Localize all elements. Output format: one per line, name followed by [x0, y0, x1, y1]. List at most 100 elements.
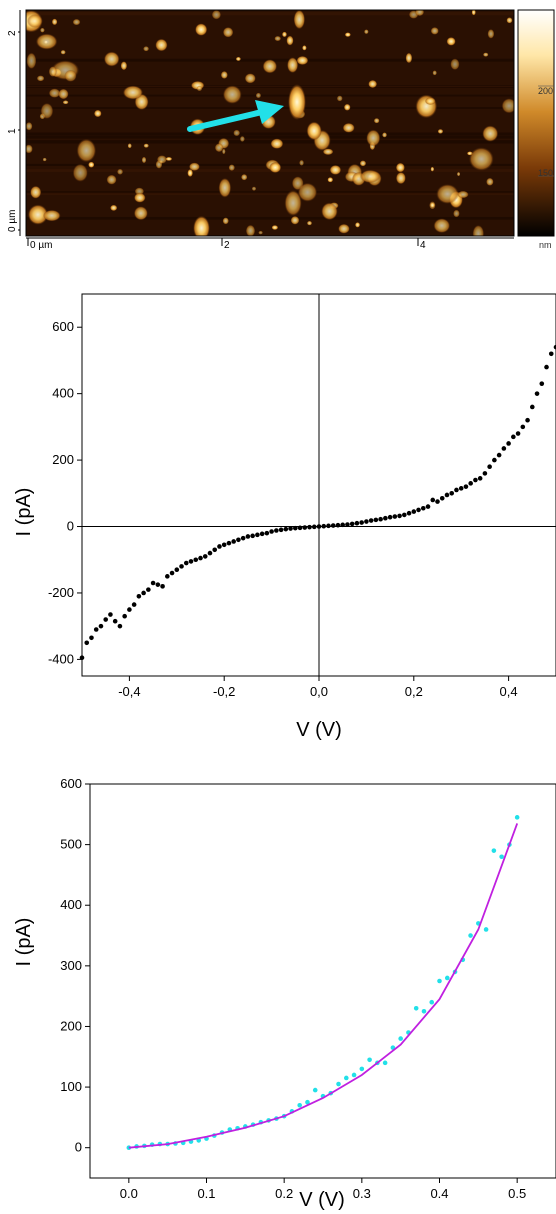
iv-full-point: [397, 513, 402, 519]
iv-fit-point: [312, 1087, 318, 1093]
iv-fit-y-tick-label: 500: [60, 837, 82, 852]
afm-particle: [306, 121, 322, 141]
afm-particle: [430, 27, 439, 35]
iv-full-point: [468, 481, 473, 486]
iv-full-y-tick-label: 400: [52, 386, 74, 401]
afm-particle: [143, 143, 149, 148]
afm-particle: [245, 224, 256, 236]
iv-fit-point: [413, 1005, 419, 1011]
afm-topography-panel: 0 µm 1 2 0 µm 2 4 200 150 nm: [7, 9, 555, 251]
afm-particle: [299, 159, 304, 166]
iv-full-point: [79, 655, 85, 661]
afm-particle: [433, 218, 451, 234]
iv-full-point: [207, 550, 213, 556]
iv-full-point: [368, 518, 374, 523]
afm-particle: [48, 66, 57, 77]
iv-full-point: [150, 580, 156, 586]
iv-full-y-tick-label: 0: [67, 519, 74, 534]
iv-full-point: [454, 487, 459, 493]
afm-scanline: [26, 85, 514, 88]
iv-full-point: [212, 547, 218, 553]
iv-fit-x-tick-label: 0.0: [120, 1186, 138, 1201]
afm-particle: [133, 206, 148, 221]
afm-particle: [228, 164, 235, 171]
afm-particle: [222, 217, 229, 225]
iv-full-x-tick-label: 0,4: [500, 684, 518, 699]
iv-full-point: [183, 560, 189, 566]
iv-full-point: [103, 617, 108, 622]
afm-particle: [302, 45, 307, 51]
iv-full-point: [221, 542, 227, 548]
afm-particle: [487, 29, 495, 39]
iv-fit-y-tick-label: 400: [60, 897, 82, 912]
afm-particle: [88, 161, 95, 168]
afm-particle: [72, 163, 88, 182]
afm-particle: [26, 52, 37, 70]
iv-full-point: [439, 495, 445, 501]
afm-particle: [35, 33, 58, 50]
afm-particle: [343, 103, 351, 111]
afm-y-tick-0: 0 µm: [7, 210, 18, 232]
afm-particle: [155, 38, 168, 52]
iv-full-point: [236, 537, 241, 543]
afm-particle: [26, 121, 33, 131]
afm-particle: [62, 100, 69, 105]
afm-particle: [286, 57, 299, 74]
iv-fit-x-tick-label: 0.1: [197, 1186, 215, 1201]
afm-particle: [321, 202, 338, 221]
afm-particle: [329, 164, 342, 175]
afm-particle: [106, 174, 117, 185]
afm-particle: [211, 10, 222, 20]
iv-full-point: [406, 510, 412, 516]
iv-full-point: [326, 523, 331, 529]
afm-particle: [446, 37, 456, 46]
afm-x-axis: 0 µm 2 4: [26, 237, 514, 251]
iv-full-point: [122, 613, 127, 619]
iv-full-point: [349, 521, 355, 527]
afm-colorbar-unit: nm: [539, 240, 552, 250]
afm-particle: [244, 73, 256, 84]
afm-particle: [482, 125, 499, 142]
afm-particle: [27, 14, 43, 28]
afm-colorbar-tick-0: 200: [538, 86, 553, 96]
iv-full-point: [444, 492, 450, 498]
afm-particle: [233, 129, 241, 137]
iv-full-point: [539, 381, 545, 386]
iv-full-point: [402, 512, 407, 518]
iv-fit-point: [344, 1075, 349, 1081]
iv-fit-x-tick-label: 0.2: [275, 1186, 293, 1201]
afm-scanline: [26, 169, 514, 172]
afm-particle: [368, 79, 378, 89]
iv-full-point: [302, 525, 308, 530]
afm-scanline: [26, 94, 514, 97]
afm-particle: [344, 32, 351, 37]
iv-full-point: [506, 441, 511, 446]
afm-particle: [472, 224, 485, 236]
afm-particle: [471, 10, 476, 16]
afm-x-tick-2: 4: [420, 240, 426, 251]
iv-full-point: [293, 525, 298, 531]
iv-full-point: [127, 607, 132, 612]
afm-particle: [457, 190, 469, 199]
iv-full-point: [387, 514, 393, 520]
iv-full-points: [79, 344, 556, 661]
iv-full-point: [283, 526, 289, 532]
afm-particle: [286, 35, 294, 46]
iv-full-y-tick-label: -400: [48, 651, 74, 666]
afm-particle: [30, 185, 42, 199]
afm-x-tick-1: 2: [224, 240, 230, 251]
iv-full-point: [321, 523, 327, 529]
afm-particle: [120, 61, 128, 71]
iv-full-point: [136, 593, 142, 599]
iv-full-point: [112, 618, 118, 624]
iv-full-point: [146, 587, 151, 592]
afm-particle: [36, 75, 45, 82]
iv-full-point: [482, 471, 488, 476]
afm-particle: [506, 17, 513, 24]
afm-particle: [359, 169, 381, 184]
afm-particle: [483, 52, 489, 57]
afm-particle: [156, 155, 167, 164]
iv-fit-point: [444, 975, 450, 981]
iv-full-point: [544, 364, 549, 370]
iv-full-point: [411, 509, 417, 514]
